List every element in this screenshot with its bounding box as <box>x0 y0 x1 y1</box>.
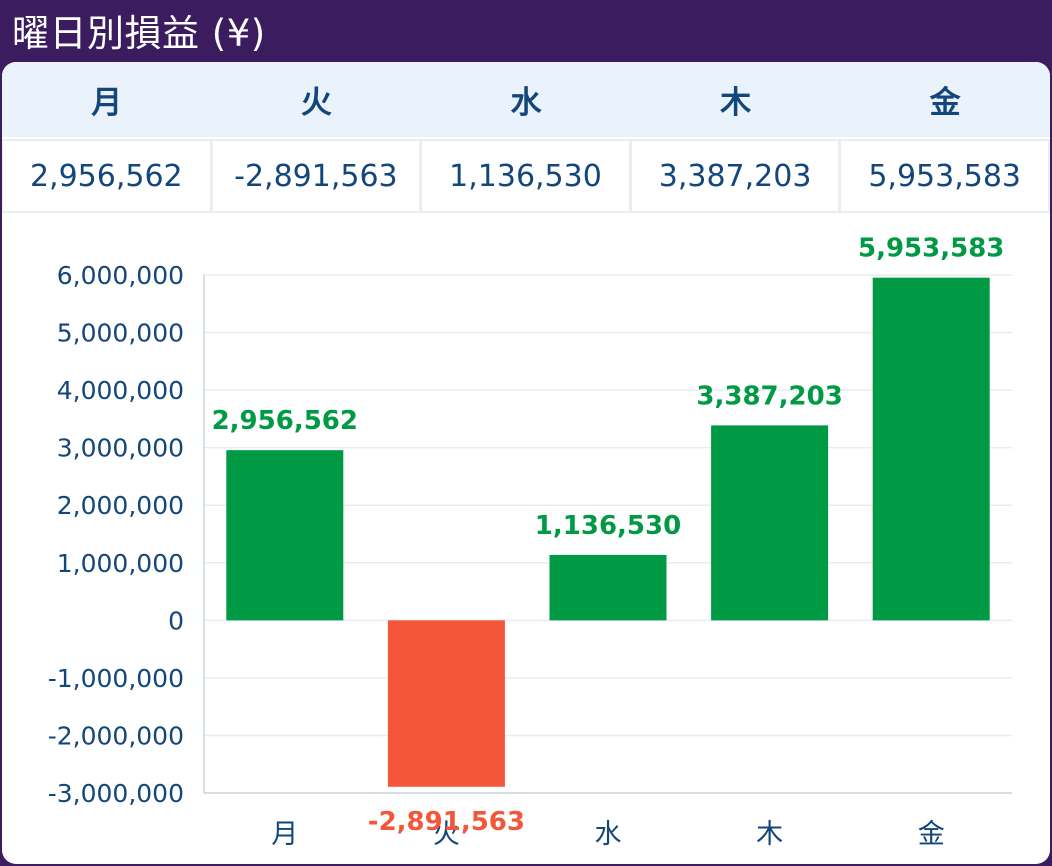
table-cell-fri: 5,953,583 <box>839 139 1050 213</box>
x-tick-label: 月 <box>271 819 298 850</box>
bar-chart: -3,000,000 -2,000,000 -1,000,000 0 1,000,000… <box>48 234 1012 850</box>
weekday-pnl-card: 月 火 水 木 金 2,956,562 -2,891,563 1,136,530… <box>2 62 1050 864</box>
y-tick-label: 0 <box>168 606 184 635</box>
x-tick-label: 水 <box>595 819 622 850</box>
y-tick-label: 1,000,000 <box>57 549 184 578</box>
x-tick-label: 木 <box>756 819 783 850</box>
y-tick-label: 3,000,000 <box>57 434 184 463</box>
x-axis: 月火水木金 <box>271 819 944 850</box>
data-label: 1,136,530 <box>535 511 681 541</box>
y-tick-label: -1,000,000 <box>48 664 184 693</box>
data-label: 3,387,203 <box>696 381 842 411</box>
y-tick-label: 5,000,000 <box>57 319 184 348</box>
y-tick-label: 4,000,000 <box>57 376 184 405</box>
data-label: 2,956,562 <box>212 406 358 436</box>
y-tick-label: 2,000,000 <box>57 491 184 520</box>
table-header-fri: 金 <box>929 85 961 121</box>
x-tick-label: 金 <box>918 819 945 850</box>
table-cell-wed: 1,136,530 <box>420 139 631 213</box>
bar <box>549 554 667 621</box>
bar <box>872 277 990 621</box>
bar <box>711 425 829 621</box>
chart-bars <box>226 277 990 787</box>
y-tick-label: -3,000,000 <box>48 779 184 808</box>
y-tick-label: -2,000,000 <box>48 721 184 750</box>
table-header-tue: 火 <box>300 85 332 121</box>
table-header-row: 月 火 水 木 金 <box>2 62 1050 137</box>
page-title: 曜日別損益 (¥) <box>12 12 266 55</box>
bar <box>387 620 505 787</box>
y-axis: -3,000,000 -2,000,000 -1,000,000 0 1,000,000… <box>48 261 1012 808</box>
table-row: 2,956,562 -2,891,563 1,136,530 3,387,203… <box>2 139 1050 213</box>
x-tick-label: 火 <box>433 819 460 850</box>
table-header-thu: 木 <box>720 85 752 121</box>
table-header-mon: 月 <box>91 85 123 121</box>
table-cell-thu: 3,387,203 <box>629 139 841 213</box>
y-tick-label: 6,000,000 <box>57 261 184 290</box>
data-labels: 2,956,562 -2,891,563 1,136,530 3,387,203 5,9… <box>212 234 1005 837</box>
bar <box>226 450 344 621</box>
table-header-wed: 水 <box>510 85 542 121</box>
table-cell-mon: 2,956,562 <box>2 139 212 213</box>
data-label: 5,953,583 <box>858 234 1004 264</box>
data-label: -2,891,563 <box>368 807 525 837</box>
